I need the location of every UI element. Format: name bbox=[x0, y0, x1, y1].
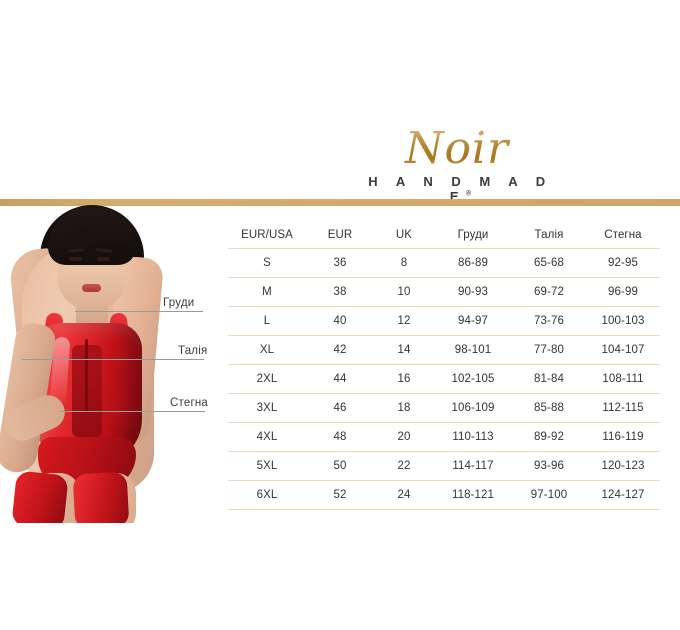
cell-eur: 50 bbox=[306, 451, 374, 481]
column-header-eur: EUR bbox=[306, 222, 374, 249]
registered-trademark-icon: ® bbox=[466, 190, 472, 198]
cell-size: 5XL bbox=[228, 451, 306, 481]
cell-hips: 100-103 bbox=[586, 306, 660, 336]
cell-uk: 8 bbox=[374, 248, 434, 278]
cell-bust: 106-109 bbox=[434, 393, 512, 423]
cell-hips: 108-111 bbox=[586, 364, 660, 394]
callout-waist-label: Талія bbox=[178, 345, 208, 357]
gold-divider-band bbox=[0, 199, 680, 206]
brand-wordmark-text: H A N D M A D E bbox=[368, 174, 553, 204]
cell-eur: 36 bbox=[306, 248, 374, 278]
cell-bust: 98-101 bbox=[434, 335, 512, 365]
model-eye-left bbox=[69, 257, 82, 261]
cell-waist: 85-88 bbox=[512, 393, 586, 423]
cell-hips: 104-107 bbox=[586, 335, 660, 365]
cell-size: 6XL bbox=[228, 480, 306, 510]
cell-size: XL bbox=[228, 335, 306, 365]
table-row: 2XL 44 16 102-105 81-84 108-111 bbox=[228, 364, 660, 394]
cell-uk: 10 bbox=[374, 277, 434, 307]
callout-bust-label: Груди bbox=[163, 297, 195, 309]
column-header-eur-usa: EUR/USA bbox=[228, 222, 306, 249]
bodysuit-zipper bbox=[85, 339, 88, 413]
table-row: 6XL 52 24 118-121 97-100 124-127 bbox=[228, 480, 660, 510]
cell-uk: 20 bbox=[374, 422, 434, 452]
cell-waist: 81-84 bbox=[512, 364, 586, 394]
cell-size: S bbox=[228, 248, 306, 278]
cell-waist: 77-80 bbox=[512, 335, 586, 365]
column-header-uk: UK bbox=[374, 222, 434, 249]
column-header-waist: Талія bbox=[512, 222, 586, 249]
cell-eur: 48 bbox=[306, 422, 374, 452]
brand-script-name: Noir bbox=[352, 126, 562, 172]
size-table-header: EUR/USA EUR UK Груди Талія Стегна bbox=[228, 222, 660, 249]
cell-hips: 112-115 bbox=[586, 393, 660, 423]
cell-eur: 46 bbox=[306, 393, 374, 423]
model-hair-front bbox=[48, 207, 136, 265]
callout-hips-line bbox=[60, 411, 205, 412]
model-photo bbox=[0, 205, 215, 523]
cell-size: L bbox=[228, 306, 306, 336]
stocking-left bbox=[11, 470, 69, 523]
cell-eur: 42 bbox=[306, 335, 374, 365]
cell-bust: 94-97 bbox=[434, 306, 512, 336]
column-header-bust: Груди bbox=[434, 222, 512, 249]
cell-size: M bbox=[228, 277, 306, 307]
stocking-right bbox=[72, 471, 130, 523]
table-row: L 40 12 94-97 73-76 100-103 bbox=[228, 306, 660, 336]
cell-waist: 93-96 bbox=[512, 451, 586, 481]
cell-waist: 73-76 bbox=[512, 306, 586, 336]
cell-eur: 38 bbox=[306, 277, 374, 307]
callout-waist-line bbox=[22, 359, 204, 360]
callout-hips-label: Стегна bbox=[170, 397, 208, 409]
cell-hips: 96-99 bbox=[586, 277, 660, 307]
cell-eur: 40 bbox=[306, 306, 374, 336]
cell-uk: 18 bbox=[374, 393, 434, 423]
cell-size: 2XL bbox=[228, 364, 306, 394]
size-table-container: EUR/USA EUR UK Груди Талія Стегна S 36 8… bbox=[228, 222, 660, 510]
cell-bust: 90-93 bbox=[434, 277, 512, 307]
table-row: M 38 10 90-93 69-72 96-99 bbox=[228, 277, 660, 307]
table-row: 3XL 46 18 106-109 85-88 112-115 bbox=[228, 393, 660, 423]
cell-waist: 69-72 bbox=[512, 277, 586, 307]
cell-size: 4XL bbox=[228, 422, 306, 452]
callout-bust-line bbox=[75, 311, 203, 312]
table-row: 5XL 50 22 114-117 93-96 120-123 bbox=[228, 451, 660, 481]
cell-uk: 24 bbox=[374, 480, 434, 510]
cell-bust: 114-117 bbox=[434, 451, 512, 481]
cell-waist: 97-100 bbox=[512, 480, 586, 510]
size-table: EUR/USA EUR UK Груди Талія Стегна S 36 8… bbox=[228, 222, 660, 510]
brand-wordmark: H A N D M A D E® bbox=[352, 174, 562, 204]
column-header-hips: Стегна bbox=[586, 222, 660, 249]
cell-bust: 110-113 bbox=[434, 422, 512, 452]
table-row: XL 42 14 98-101 77-80 104-107 bbox=[228, 335, 660, 365]
model-lips bbox=[82, 284, 101, 292]
cell-eur: 44 bbox=[306, 364, 374, 394]
cell-bust: 102-105 bbox=[434, 364, 512, 394]
table-row: 4XL 48 20 110-113 89-92 116-119 bbox=[228, 422, 660, 452]
cell-waist: 89-92 bbox=[512, 422, 586, 452]
cell-hips: 116-119 bbox=[586, 422, 660, 452]
cell-waist: 65-68 bbox=[512, 248, 586, 278]
cell-hips: 92-95 bbox=[586, 248, 660, 278]
cell-uk: 14 bbox=[374, 335, 434, 365]
table-row: S 36 8 86-89 65-68 92-95 bbox=[228, 248, 660, 278]
cell-eur: 52 bbox=[306, 480, 374, 510]
cell-bust: 118-121 bbox=[434, 480, 512, 510]
table-header-row: EUR/USA EUR UK Груди Талія Стегна bbox=[228, 222, 660, 249]
cell-hips: 124-127 bbox=[586, 480, 660, 510]
brand-logo: Noir H A N D M A D E® bbox=[352, 126, 562, 206]
cell-uk: 12 bbox=[374, 306, 434, 336]
cell-size: 3XL bbox=[228, 393, 306, 423]
cell-uk: 22 bbox=[374, 451, 434, 481]
model-eye-right bbox=[97, 257, 110, 261]
cell-hips: 120-123 bbox=[586, 451, 660, 481]
cell-uk: 16 bbox=[374, 364, 434, 394]
cell-bust: 86-89 bbox=[434, 248, 512, 278]
size-table-body: S 36 8 86-89 65-68 92-95 M 38 10 90-93 6… bbox=[228, 248, 660, 510]
